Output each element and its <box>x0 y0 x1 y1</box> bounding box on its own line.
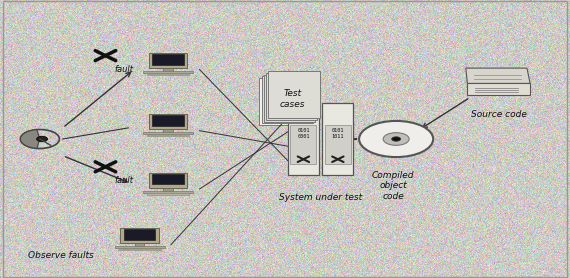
FancyBboxPatch shape <box>266 73 317 120</box>
Polygon shape <box>466 68 530 83</box>
Bar <box>124 229 156 240</box>
Bar <box>152 54 184 65</box>
Text: 0101
0001: 0101 0001 <box>297 128 310 139</box>
Bar <box>135 243 144 246</box>
FancyBboxPatch shape <box>264 75 315 122</box>
Text: Test
cases: Test cases <box>280 90 306 109</box>
Text: Observe faults: Observe faults <box>28 251 94 260</box>
Bar <box>164 188 173 191</box>
Text: Compiled
object
code: Compiled object code <box>372 171 414 201</box>
Bar <box>143 71 193 73</box>
Circle shape <box>383 133 409 145</box>
FancyBboxPatch shape <box>149 53 188 68</box>
Circle shape <box>392 137 401 141</box>
Polygon shape <box>21 130 40 148</box>
Bar <box>325 125 351 164</box>
Bar <box>147 74 189 75</box>
Bar <box>164 68 173 71</box>
FancyBboxPatch shape <box>262 76 313 123</box>
Bar <box>143 132 193 135</box>
FancyBboxPatch shape <box>149 173 188 188</box>
Bar <box>152 174 184 184</box>
FancyBboxPatch shape <box>120 228 159 243</box>
Bar <box>164 129 173 132</box>
Text: fault: fault <box>114 176 133 185</box>
Bar <box>119 249 161 250</box>
FancyBboxPatch shape <box>288 103 319 175</box>
Bar <box>147 193 189 195</box>
Bar <box>147 135 189 136</box>
FancyBboxPatch shape <box>149 114 188 129</box>
FancyBboxPatch shape <box>259 78 311 125</box>
Bar <box>115 246 165 249</box>
Circle shape <box>359 121 433 157</box>
Bar <box>143 191 193 193</box>
Text: Source code: Source code <box>471 110 527 119</box>
Bar <box>152 115 184 126</box>
Text: 0101
1011: 0101 1011 <box>332 128 344 139</box>
Bar <box>290 125 316 164</box>
Circle shape <box>36 136 47 142</box>
FancyBboxPatch shape <box>323 103 353 175</box>
FancyBboxPatch shape <box>467 83 530 95</box>
Text: fault: fault <box>114 65 133 74</box>
Text: System under test: System under test <box>279 193 362 202</box>
FancyBboxPatch shape <box>268 71 320 118</box>
